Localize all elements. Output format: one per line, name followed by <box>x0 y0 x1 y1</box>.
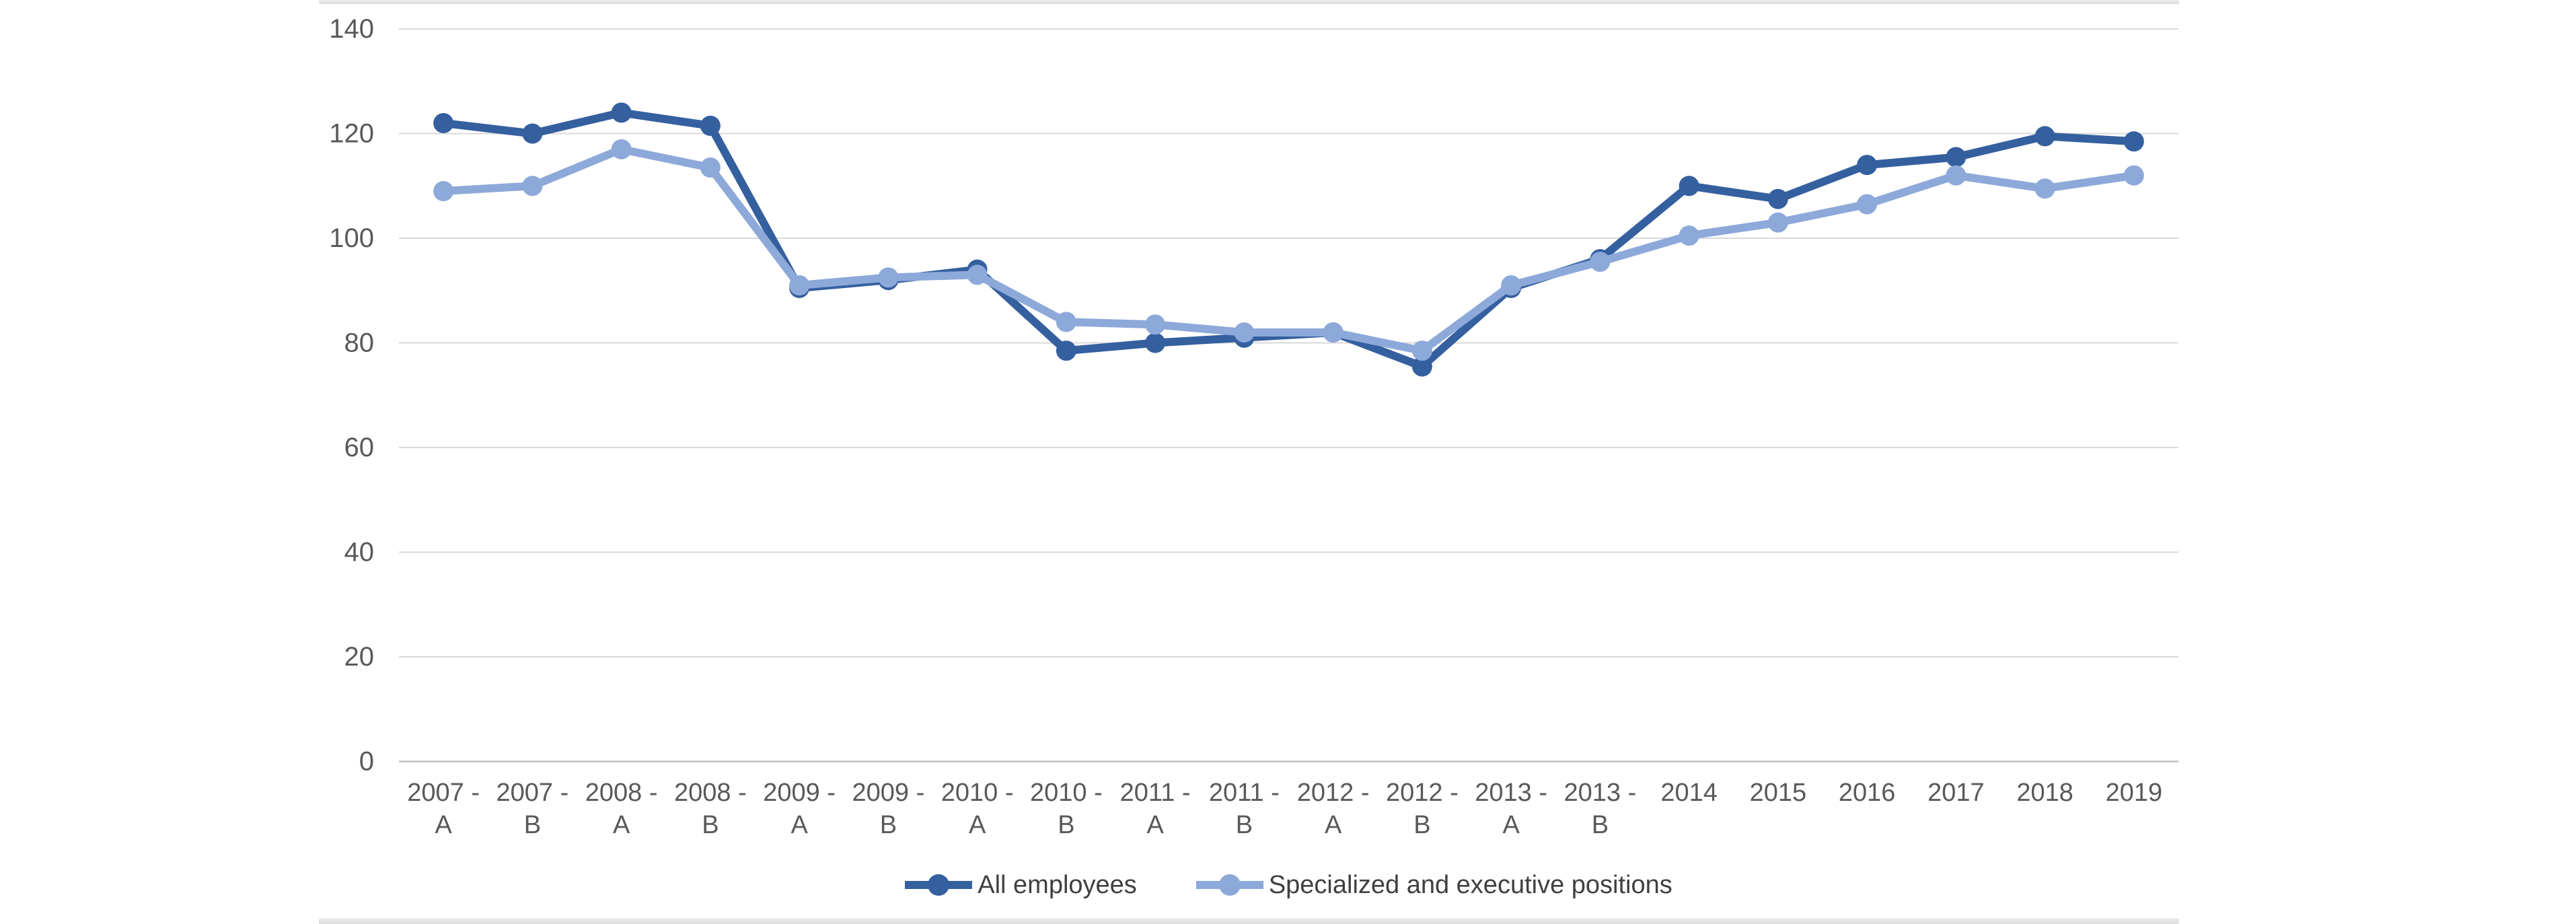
data-point-specialized-and-executive-positions-10 <box>1323 322 1344 343</box>
data-point-specialized-and-executive-positions-1 <box>522 176 543 197</box>
x-tick-label-0: 2007 -A <box>407 779 480 839</box>
x-tick-label-11: 2012 -B <box>1386 779 1459 839</box>
data-point-specialized-and-executive-positions-0 <box>433 181 454 202</box>
y-tick-label-140: 140 <box>329 14 374 44</box>
x-tick-label-12: 2013 -A <box>1475 779 1547 839</box>
data-point-specialized-and-executive-positions-11 <box>1411 341 1432 361</box>
chart-bottom-border <box>319 918 2179 924</box>
data-point-all-employees-8 <box>1145 332 1166 353</box>
y-tick-label-40: 40 <box>344 538 375 567</box>
x-tick-label-8: 2011 -A <box>1120 779 1191 839</box>
x-tick-label-3: 2008 -B <box>674 779 747 839</box>
chart-legend: All employees Specialized and executive p… <box>399 863 2178 907</box>
data-point-specialized-and-executive-positions-4 <box>789 275 810 295</box>
legend-item-specialized-and-executive-positions: Specialized and executive positions <box>1195 870 1672 900</box>
data-point-all-employees-11 <box>1411 356 1432 377</box>
legend-item-all-employees: All employees <box>905 871 1137 900</box>
x-tick-label-2: 2008 -A <box>585 779 658 839</box>
legend-label: Specialized and executive positions <box>1268 870 1672 899</box>
x-tick-label-18: 2018 <box>2016 779 2073 807</box>
legend-marker-icon <box>1195 874 1263 896</box>
legend-label: All employees <box>978 870 1137 899</box>
data-point-specialized-and-executive-positions-16 <box>1857 194 1878 215</box>
x-tick-label-17: 2017 <box>1927 779 1985 807</box>
data-point-all-employees-7 <box>1056 341 1076 361</box>
y-tick-label-100: 100 <box>329 223 374 253</box>
y-tick-label-20: 20 <box>344 642 375 672</box>
x-tick-label-1: 2007 -B <box>496 779 569 839</box>
data-point-specialized-and-executive-positions-14 <box>1679 225 1699 246</box>
x-tick-label-10: 2012 -A <box>1297 779 1370 839</box>
x-tick-label-19: 2019 <box>2106 779 2163 807</box>
data-point-specialized-and-executive-positions-15 <box>1767 212 1788 233</box>
data-point-specialized-and-executive-positions-3 <box>700 157 721 178</box>
data-point-all-employees-17 <box>1946 147 1966 168</box>
data-point-specialized-and-executive-positions-12 <box>1501 275 1522 295</box>
data-point-specialized-and-executive-positions-6 <box>967 264 988 285</box>
chart-top-border <box>319 0 2179 4</box>
x-tick-label-4: 2009 -A <box>763 779 836 839</box>
data-point-specialized-and-executive-positions-18 <box>2034 178 2055 199</box>
x-tick-label-7: 2010 -B <box>1030 779 1103 839</box>
data-point-all-employees-2 <box>611 102 632 123</box>
y-tick-label-80: 80 <box>344 328 375 358</box>
y-tick-label-120: 120 <box>329 119 374 149</box>
legend-marker-dot <box>928 874 950 896</box>
data-point-all-employees-16 <box>1857 155 1878 176</box>
data-point-all-employees-14 <box>1679 176 1699 197</box>
y-tick-label-0: 0 <box>359 747 374 777</box>
data-point-specialized-and-executive-positions-7 <box>1056 312 1076 332</box>
data-point-all-employees-1 <box>522 123 543 144</box>
data-point-specialized-and-executive-positions-9 <box>1234 322 1255 343</box>
data-point-specialized-and-executive-positions-5 <box>878 267 899 288</box>
legend-marker-dot <box>1218 874 1241 896</box>
data-point-specialized-and-executive-positions-17 <box>1946 165 1966 186</box>
y-tick-label-60: 60 <box>344 433 375 462</box>
x-tick-label-9: 2011 -B <box>1209 779 1280 839</box>
series-line-specialized-and-executive-positions <box>439 145 2138 355</box>
x-tick-label-14: 2014 <box>1660 779 1718 807</box>
legend-marker-icon <box>905 874 973 896</box>
x-tick-label-16: 2016 <box>1839 779 1896 807</box>
data-point-specialized-and-executive-positions-2 <box>611 139 632 159</box>
data-point-all-employees-15 <box>1767 188 1788 209</box>
data-point-specialized-and-executive-positions-13 <box>1590 251 1611 272</box>
data-point-all-employees-19 <box>2123 131 2144 152</box>
data-point-all-employees-0 <box>433 112 454 133</box>
x-tick-label-13: 2013 -B <box>1564 779 1637 839</box>
data-point-all-employees-18 <box>2034 126 2055 147</box>
data-point-specialized-and-executive-positions-8 <box>1145 314 1166 335</box>
series-specialized-and-executive-positions <box>433 139 2144 361</box>
data-point-all-employees-3 <box>700 115 721 136</box>
series-line-all-employees <box>439 108 2138 371</box>
data-point-specialized-and-executive-positions-19 <box>2123 165 2144 186</box>
x-tick-label-15: 2015 <box>1750 779 1807 807</box>
x-tick-label-5: 2009 -B <box>852 779 925 839</box>
x-tick-label-6: 2010 -A <box>941 779 1014 839</box>
